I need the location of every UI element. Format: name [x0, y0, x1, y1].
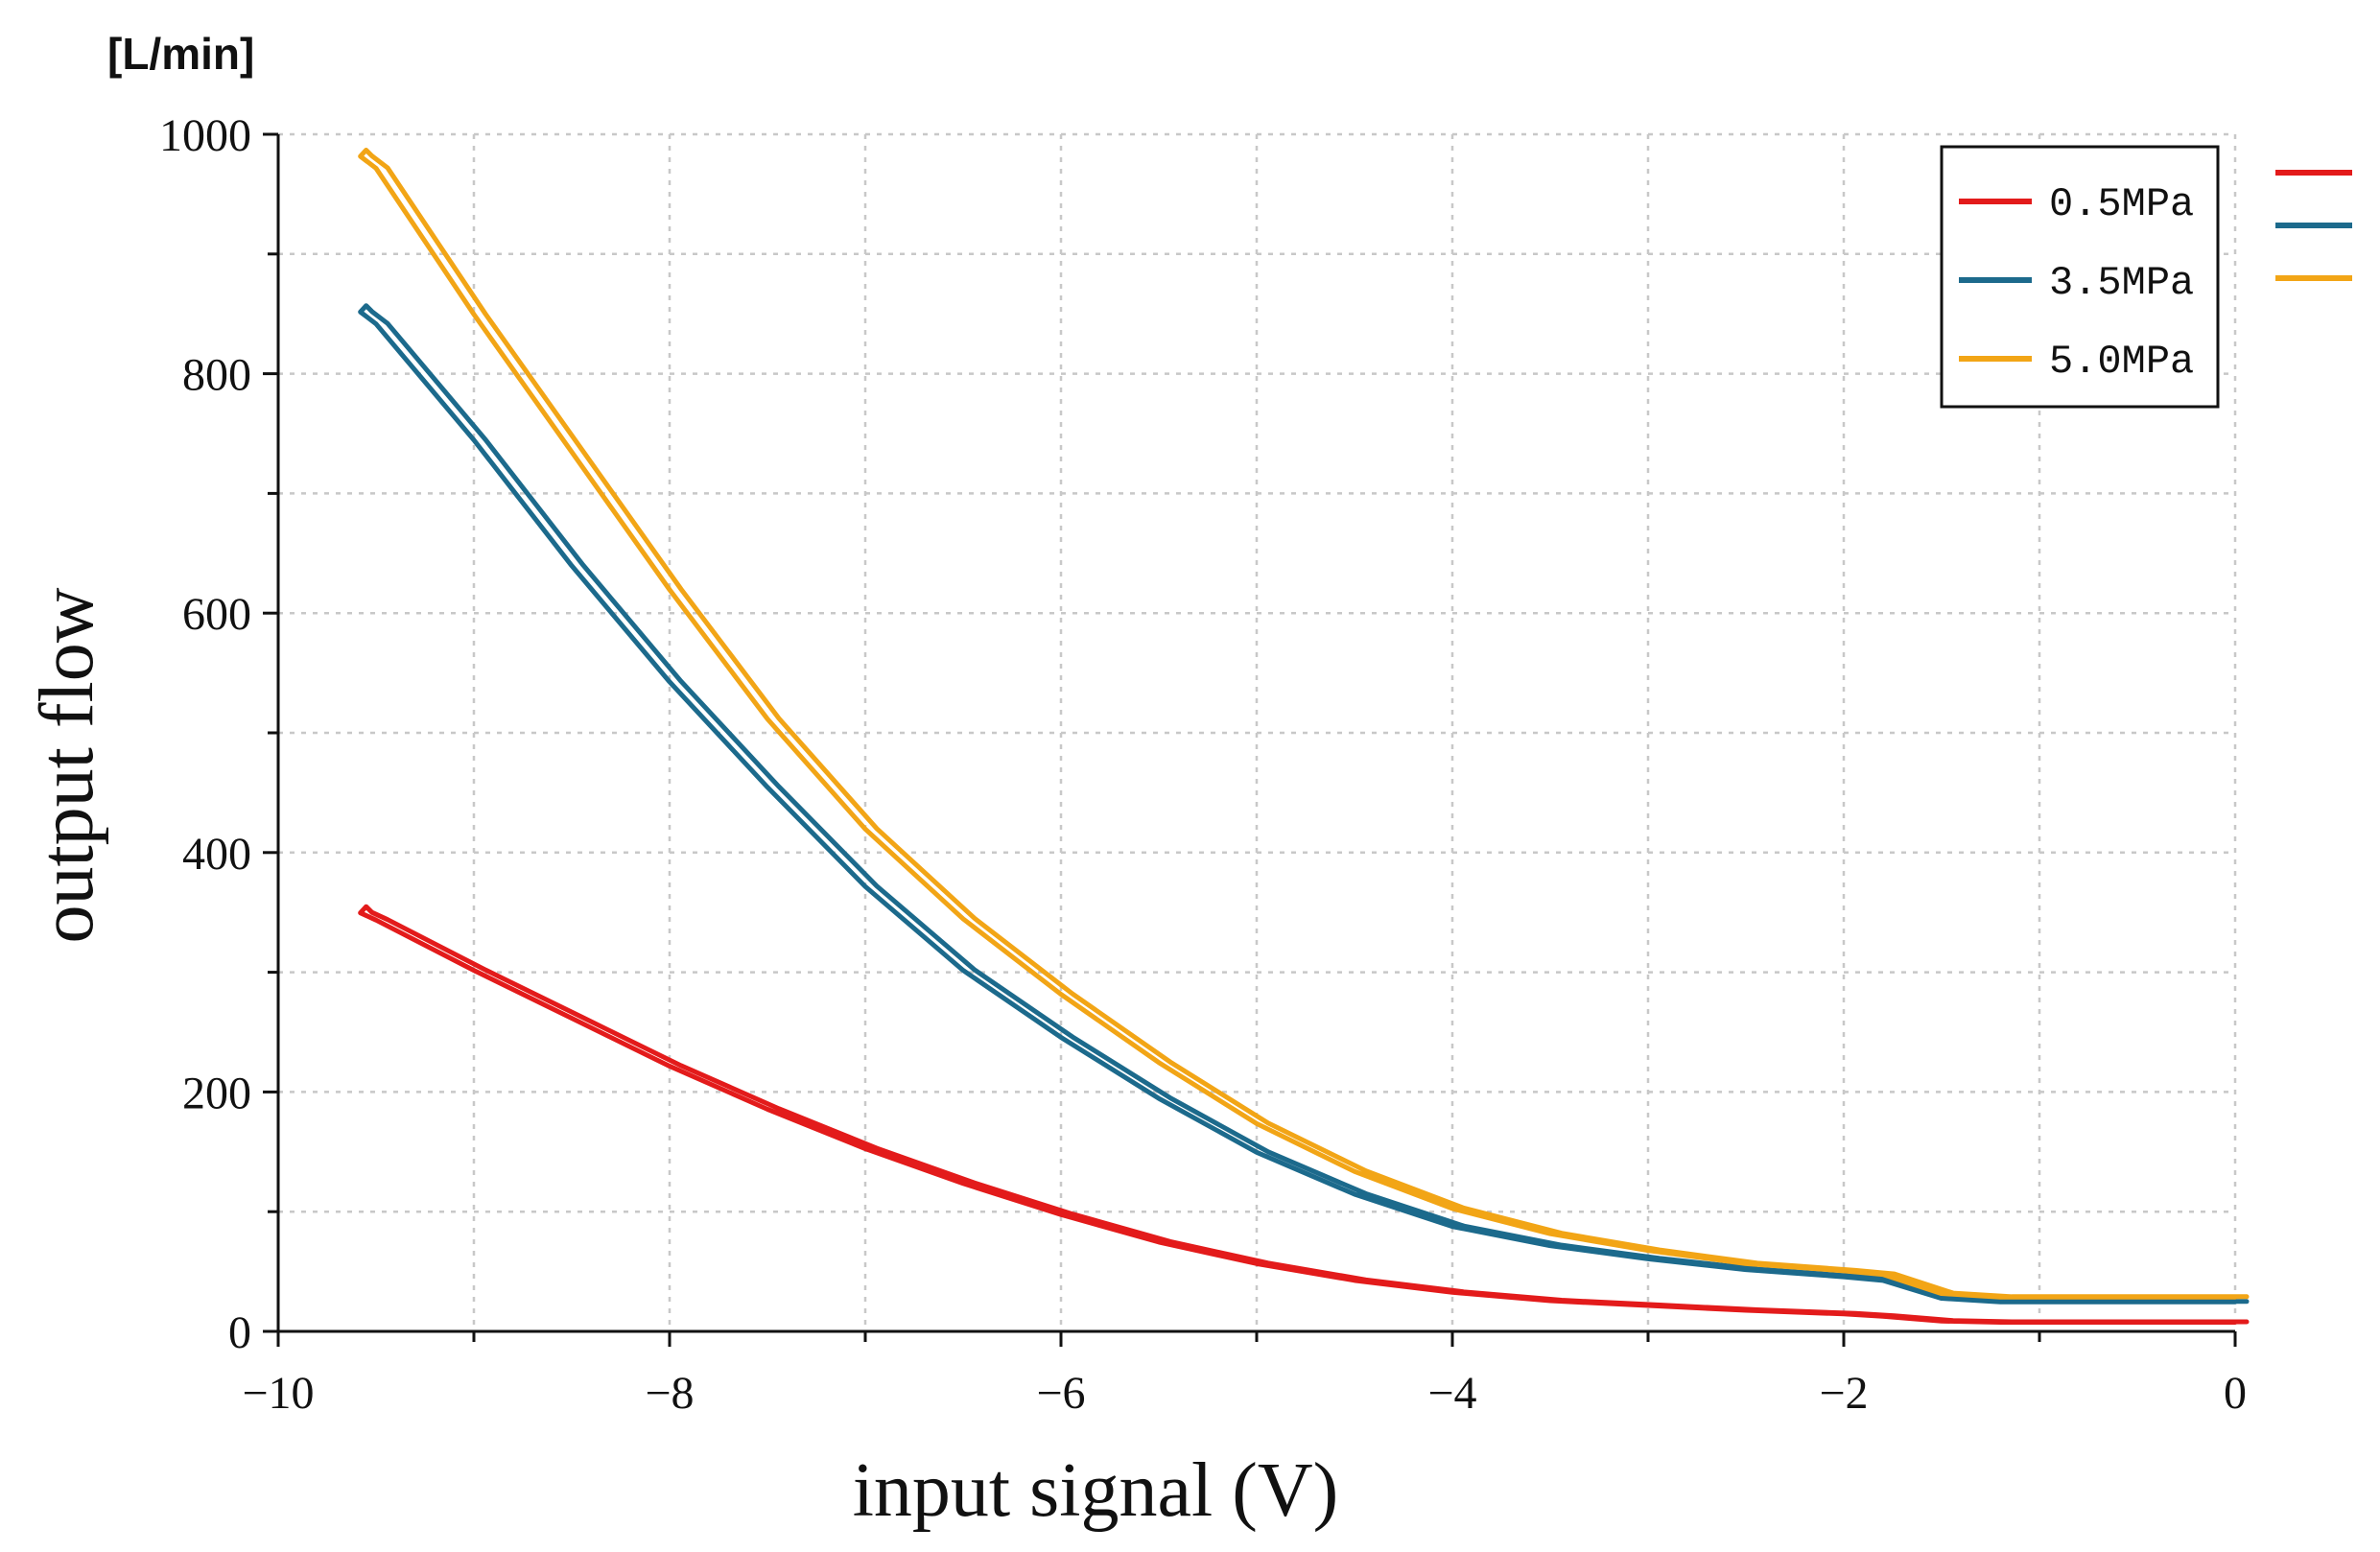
legend-label-0.5MPa: 0.5MPa	[2049, 181, 2194, 227]
y-tick-label: 0	[228, 1307, 251, 1358]
legend-box	[1940, 145, 2220, 409]
y-tick-label: 600	[182, 589, 251, 640]
tick-labels: −10 −8 −6 −4 −2 0 0 200 400 600 800 1000	[159, 110, 2247, 1419]
x-tick-label: −2	[1819, 1368, 1868, 1419]
edge-markers	[2275, 170, 2352, 281]
y-tick-label: 1000	[159, 110, 251, 161]
legend: 0.5MPa 3.5MPa 5.0MPa	[1940, 145, 2220, 409]
legend-label-3.5MPa: 3.5MPa	[2049, 260, 2194, 306]
x-tick-label: −4	[1427, 1368, 1476, 1419]
y-axis-title: output flow	[25, 587, 109, 943]
x-axis-title: input signal (V)	[853, 1448, 1339, 1533]
series-line-3.5MPa	[358, 303, 2250, 1305]
y-unit-label: [L/min]	[107, 29, 254, 79]
y-tick-label: 400	[182, 829, 251, 880]
y-tick-label: 800	[182, 350, 251, 401]
x-tick-label: −10	[242, 1368, 314, 1419]
ticks	[263, 132, 2237, 1347]
x-tick-label: 0	[2224, 1368, 2247, 1419]
series-line-5.0MPa	[358, 147, 2250, 1300]
y-tick-label: 200	[182, 1068, 251, 1118]
series-layer	[358, 147, 2250, 1326]
x-tick-label: −8	[645, 1368, 694, 1419]
x-tick-label: −6	[1036, 1368, 1085, 1419]
series-line-0.5MPa	[358, 904, 2250, 1326]
legend-label-5.0MPa: 5.0MPa	[2049, 339, 2194, 385]
